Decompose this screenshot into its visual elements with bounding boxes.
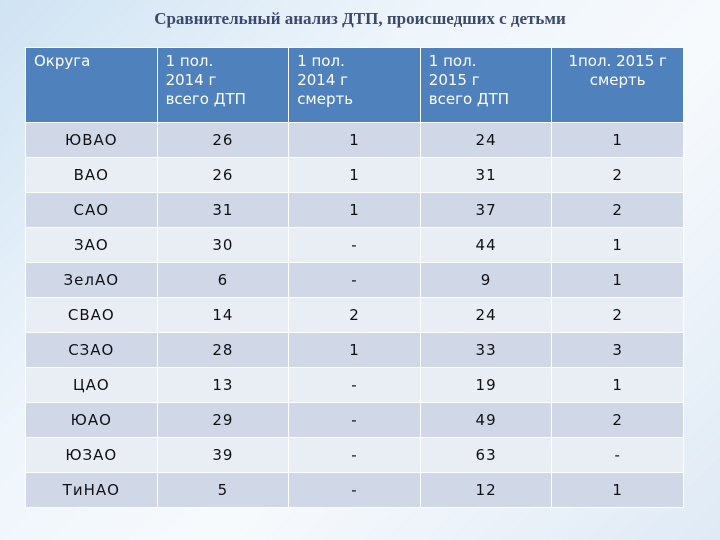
table-row: ЗелАО 6-9 1 [25, 262, 684, 298]
table-row: ЦАО 13-19 1 [25, 367, 684, 403]
header-row: Округа 1 пол. 2014 г всего ДТП 1 пол. 2014… [25, 47, 684, 123]
value-cell: 24 [419, 297, 553, 333]
table-row: ТиНАО 5-12 1 [25, 472, 684, 508]
district-cell: ЮВАО [25, 122, 158, 158]
value-cell: 39 [156, 437, 290, 473]
column-header: 1 пол. 2014 г всего ДТП [156, 47, 290, 123]
value-cell: 1 [551, 227, 684, 263]
value-cell: 1 [288, 332, 421, 368]
value-cell: 26 [156, 157, 290, 193]
table-row: ЗАО 30-44 1 [25, 227, 684, 263]
data-table: Округа 1 пол. 2014 г всего ДТП 1 пол. 2014… [25, 47, 684, 508]
value-cell: 29 [156, 402, 290, 438]
value-cell: 28 [156, 332, 290, 368]
value-cell: 12 [419, 472, 553, 508]
value-cell: 3 [551, 332, 684, 368]
value-cell: 9 [419, 262, 553, 298]
value-cell: - [288, 402, 421, 438]
value-cell: - [288, 367, 421, 403]
value-cell: 44 [419, 227, 553, 263]
value-cell: 33 [419, 332, 553, 368]
column-header: 1 пол. 2014 г смерть [288, 47, 421, 123]
value-cell: - [288, 262, 421, 298]
value-cell: 5 [156, 472, 290, 508]
value-cell: - [288, 472, 421, 508]
value-cell: 31 [156, 192, 290, 228]
value-cell: - [551, 437, 684, 473]
slide-title: Сравнительный анализ ДТП, происшедших с … [154, 9, 566, 28]
district-cell: ЮАО [25, 402, 158, 438]
value-cell: 2 [288, 297, 421, 333]
district-cell: ВАО [25, 157, 158, 193]
district-cell: СВАО [25, 297, 158, 333]
value-cell: 13 [156, 367, 290, 403]
column-header: 1пол. 2015 г смерть [551, 47, 684, 123]
value-cell: 24 [419, 122, 553, 158]
value-cell: 37 [419, 192, 553, 228]
table-row: ВАО 26 1 31 2 [25, 157, 684, 193]
district-cell: ЮЗАО [25, 437, 158, 473]
value-cell: 31 [419, 157, 553, 193]
value-cell: 2 [551, 402, 684, 438]
district-cell: СЗАО [25, 332, 158, 368]
table-body: ЮВАО 26 1 24 1 ВАО 26 1 31 2 САО 31 1 37 2 ЗАО 30-44 1 Зел… [25, 122, 684, 508]
value-cell: 1 [288, 122, 421, 158]
value-cell: 19 [419, 367, 553, 403]
table-row: СВАО 14 2 24 2 [25, 297, 684, 333]
value-cell: 1 [551, 472, 684, 508]
district-cell: ЦАО [25, 367, 158, 403]
value-cell: 49 [419, 402, 553, 438]
value-cell: 63 [419, 437, 553, 473]
value-cell: 2 [551, 192, 684, 228]
table-row: САО 31 1 37 2 [25, 192, 684, 228]
table-row: ЮЗАО 39-63- [25, 437, 684, 473]
value-cell: 6 [156, 262, 290, 298]
value-cell: 14 [156, 297, 290, 333]
value-cell: 2 [551, 157, 684, 193]
value-cell: 2 [551, 297, 684, 333]
value-cell: 1 [551, 367, 684, 403]
table-row: ЮВАО 26 1 24 1 [25, 122, 684, 158]
value-cell: 1 [551, 122, 684, 158]
value-cell: 30 [156, 227, 290, 263]
district-cell: САО [25, 192, 158, 228]
column-header: Округа [25, 47, 158, 123]
district-cell: ТиНАО [25, 472, 158, 508]
value-cell: 1 [288, 157, 421, 193]
district-cell: ЗАО [25, 227, 158, 263]
column-header: 1 пол. 2015 г всего ДТП [419, 47, 553, 123]
district-cell: ЗелАО [25, 262, 158, 298]
table-row: ЮАО 29-49 2 [25, 402, 684, 438]
value-cell: - [288, 227, 421, 263]
value-cell: 1 [288, 192, 421, 228]
value-cell: - [288, 437, 421, 473]
value-cell: 26 [156, 122, 290, 158]
table-row: СЗАО 28 1 33 3 [25, 332, 684, 368]
value-cell: 1 [551, 262, 684, 298]
